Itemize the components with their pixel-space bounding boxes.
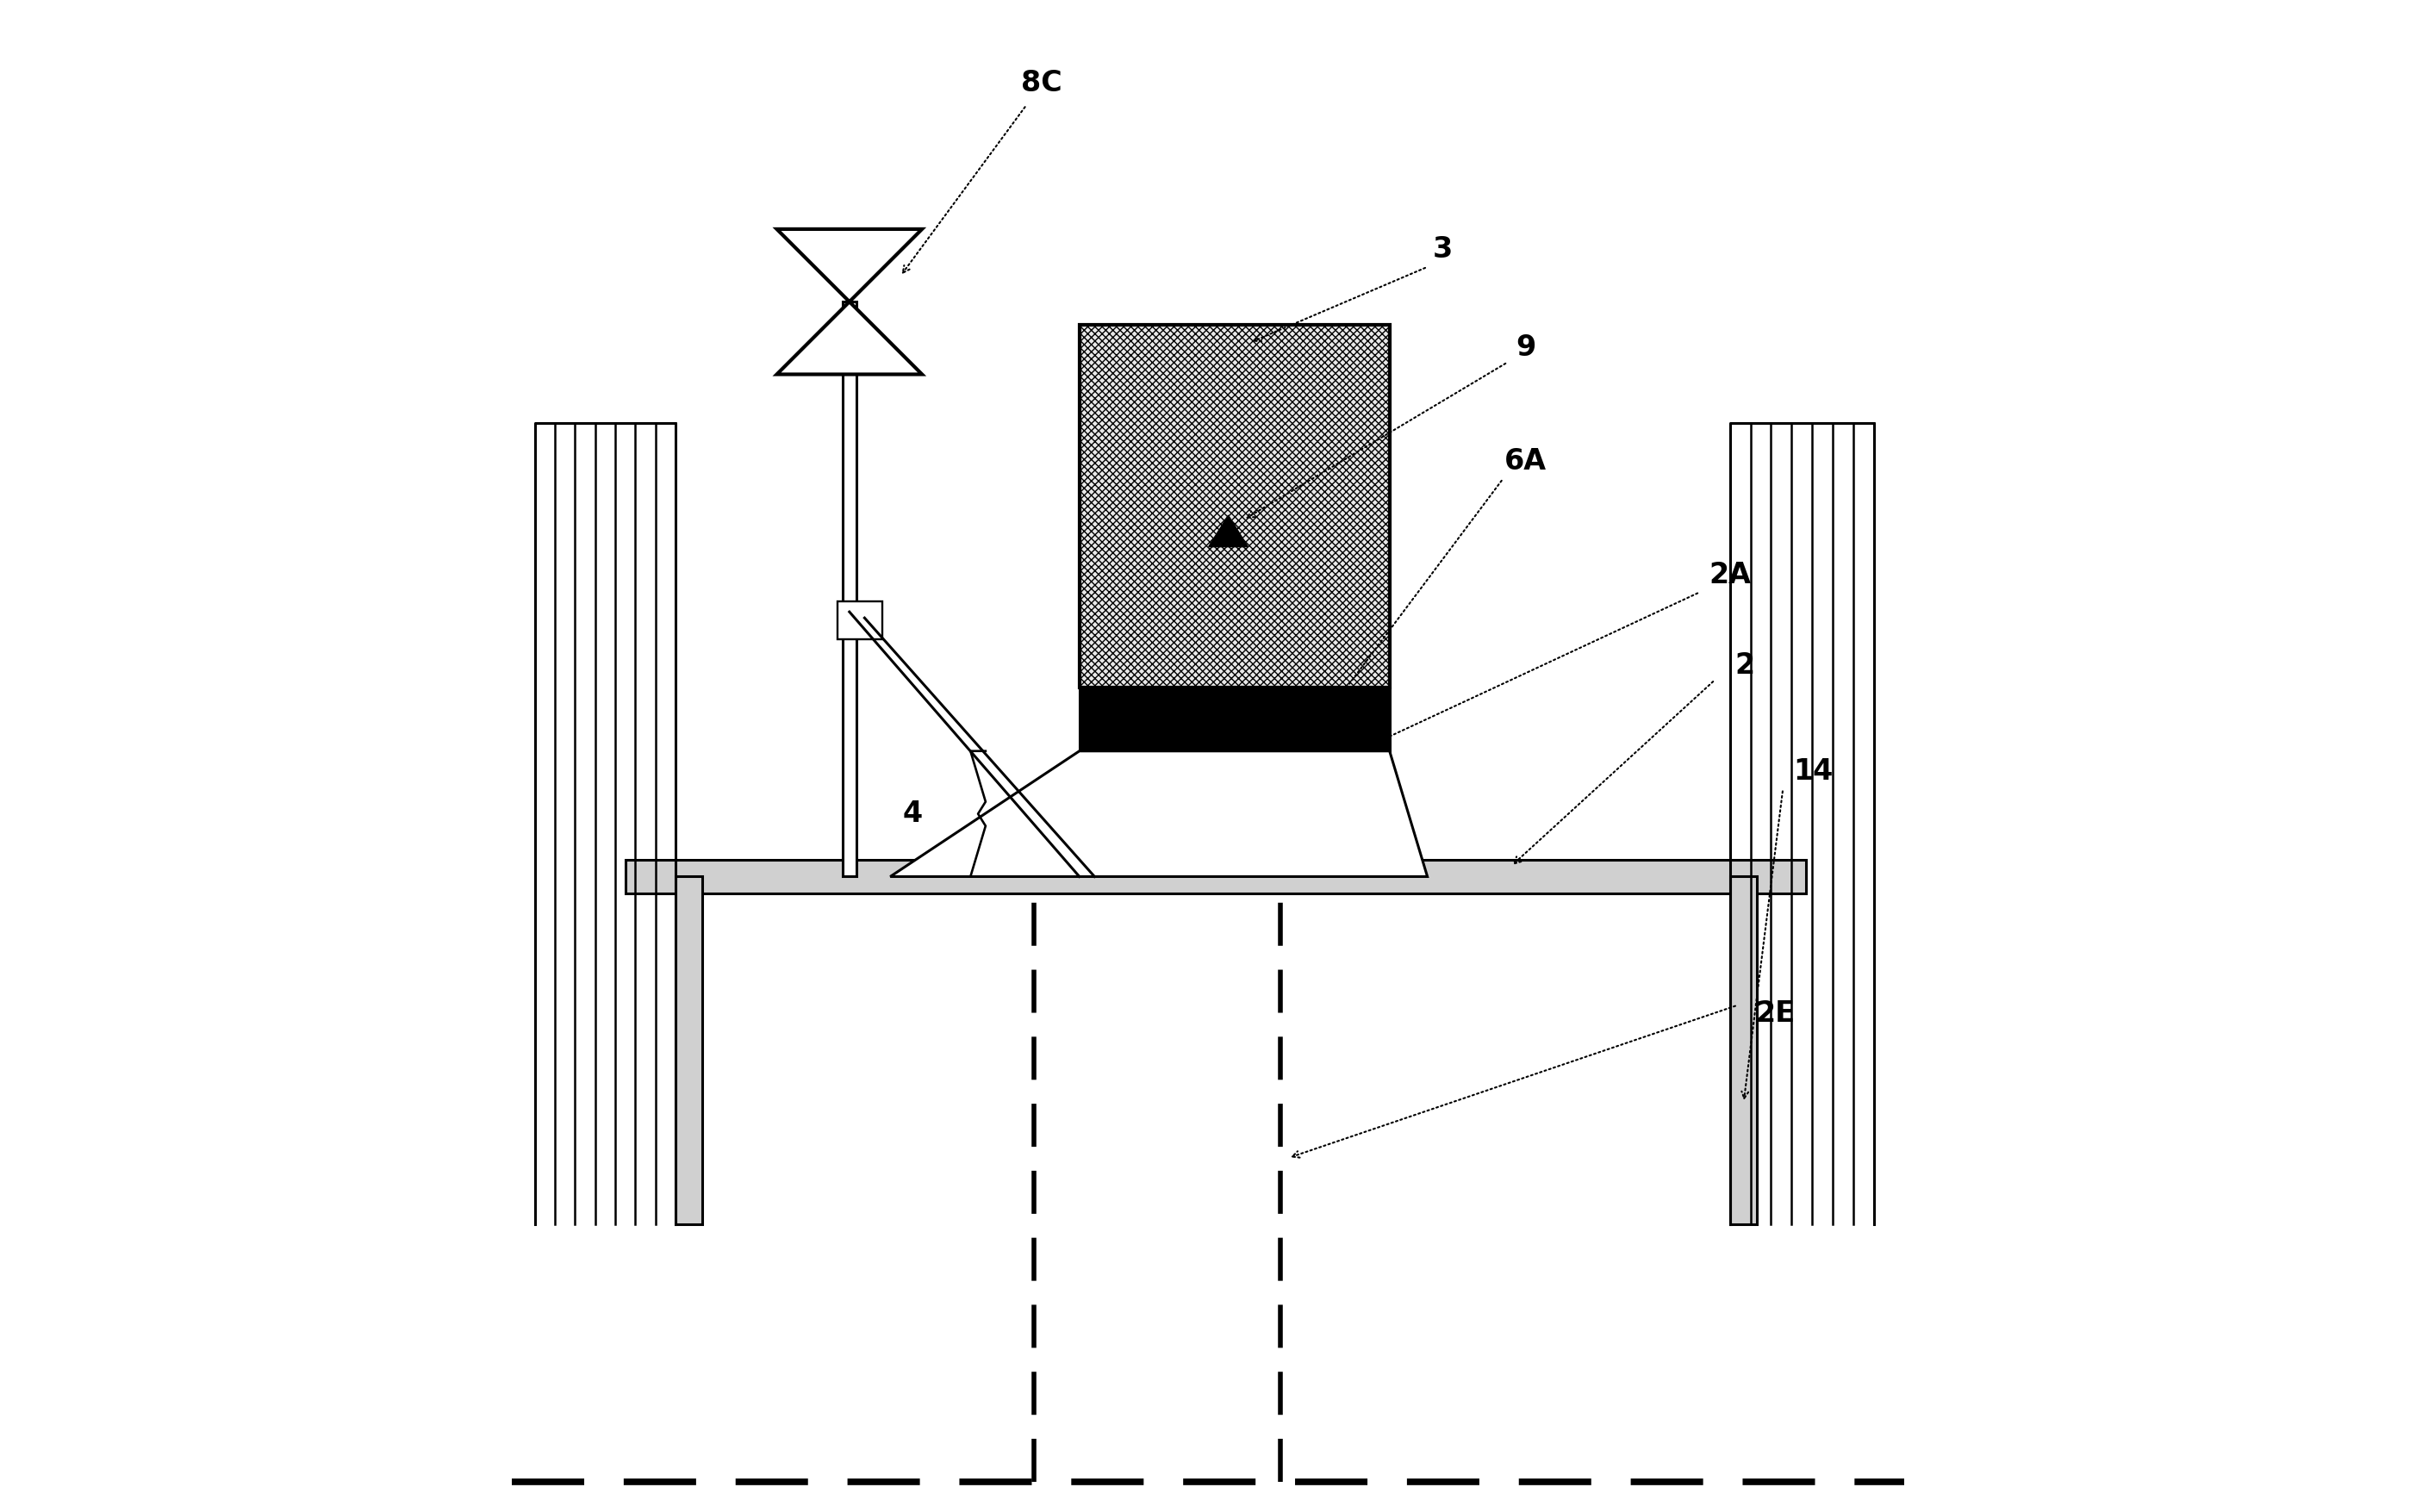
Bar xyxy=(1730,877,1756,1225)
Bar xyxy=(843,302,855,877)
Polygon shape xyxy=(778,230,923,302)
Bar xyxy=(1080,688,1389,751)
Text: 4: 4 xyxy=(904,800,923,827)
Text: 8C: 8C xyxy=(1022,70,1063,97)
Text: 3: 3 xyxy=(1433,236,1452,263)
Bar xyxy=(1080,325,1389,688)
Bar xyxy=(838,602,882,640)
Bar xyxy=(676,877,703,1225)
Polygon shape xyxy=(778,302,923,375)
Text: 14: 14 xyxy=(1793,758,1834,785)
Text: 9: 9 xyxy=(1515,334,1537,361)
Bar xyxy=(626,860,1805,894)
Text: 2A: 2A xyxy=(1708,561,1752,588)
Text: 2E: 2E xyxy=(1756,999,1795,1027)
Text: 6A: 6A xyxy=(1505,448,1546,475)
Polygon shape xyxy=(1208,516,1249,547)
Polygon shape xyxy=(889,751,1428,877)
Text: 2: 2 xyxy=(1735,652,1754,679)
